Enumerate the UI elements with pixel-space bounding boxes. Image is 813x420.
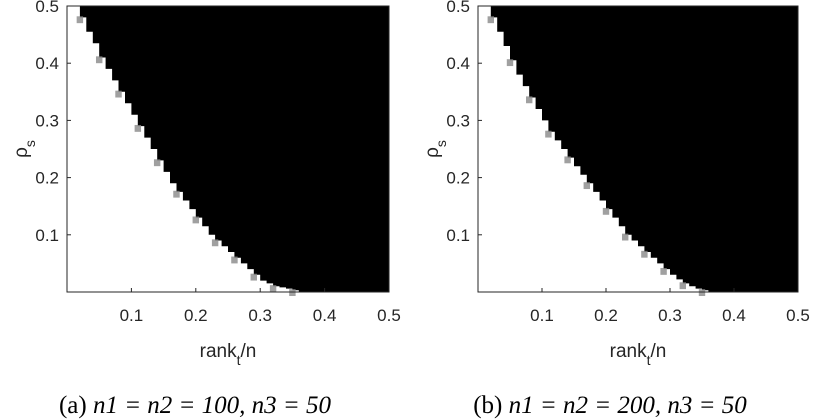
caption-b: (b) n1 = n2 = 200, n3 = 50: [473, 392, 747, 419]
transition-cell: [134, 124, 142, 132]
transition-cell: [622, 233, 629, 241]
x-tick-label: 0.5: [377, 306, 401, 325]
transition-cell: [76, 16, 84, 24]
transition-cell: [269, 285, 277, 292]
x-axis-label-b: rankt/n: [610, 341, 667, 368]
y-tick-label: 0.4: [446, 54, 470, 73]
transition-cell: [231, 256, 238, 264]
transition-cell: [487, 16, 494, 24]
transition-cell: [526, 96, 533, 104]
y-tick-label: 0.2: [35, 169, 59, 188]
transition-cell: [679, 282, 686, 290]
y-tick-label: 0.5: [35, 0, 59, 16]
x-tick-label: 0.1: [530, 306, 554, 325]
transition-cell: [173, 190, 180, 198]
x-ticks-a: 0.1 0.2 0.3 0.4 0.5: [120, 288, 401, 325]
failure-region: [484, 6, 798, 292]
transition-cell: [211, 239, 219, 247]
y-tick-label: 0.2: [446, 169, 470, 188]
x-tick-label: 0.5: [786, 306, 810, 325]
y-axis-label-a: ρs: [11, 140, 38, 158]
transition-cell: [583, 182, 590, 190]
y-ticks-a: 0.1 0.2 0.3 0.4 0.5: [35, 0, 71, 245]
transition-cell: [545, 130, 552, 138]
x-tick-label: 0.4: [722, 306, 746, 325]
x-tick-label: 0.3: [248, 306, 272, 325]
x-axis-label-a: rankt/n: [200, 341, 257, 368]
y-tick-label: 0.5: [446, 0, 470, 16]
y-axis-label-b: ρs: [422, 140, 449, 158]
y-tick-label: 0.4: [35, 54, 59, 73]
transition-cell: [153, 159, 161, 167]
transition-cell: [506, 59, 514, 67]
transition-cell: [289, 289, 296, 297]
transition-cell: [698, 289, 706, 297]
heatmap-a: [67, 6, 390, 297]
x-tick-label: 0.1: [120, 306, 144, 325]
transition-cell: [602, 207, 610, 215]
transition-cell: [95, 56, 103, 64]
transition-cell: [192, 216, 200, 224]
transition-cell: [250, 273, 257, 281]
panel-b: 0.1 0.2 0.3 0.4 0.5 0.10.20.30.40.5 rankt/n …: [422, 0, 810, 419]
panel-a: 0.1 0.2 0.3 0.4 0.5 0.10.20.30.40.5 rankt/n …: [11, 0, 401, 419]
x-tick-label: 0.2: [594, 306, 618, 325]
failure-region: [73, 6, 390, 292]
y-tick-label: 0.3: [35, 111, 59, 130]
y-tick-label: 0.1: [446, 226, 470, 245]
y-tick-label: 0.1: [35, 226, 59, 245]
y-ticks-b: 0.1 0.2 0.3 0.4 0.5: [446, 0, 482, 245]
transition-cell: [564, 156, 571, 164]
x-tick-label: 0.4: [313, 306, 337, 325]
x-tick-label: 0.3: [658, 306, 682, 325]
transition-cell: [641, 250, 648, 258]
x-tick-label: 0.2: [184, 306, 208, 325]
plot-frame-a: [66, 5, 390, 293]
transition-cell: [115, 90, 122, 98]
plot-frame-b: [477, 5, 799, 293]
x-ticks-b: 0.1 0.2 0.3 0.4 0.5: [530, 288, 810, 325]
transition-cell: [660, 267, 667, 275]
caption-a: (a) n1 = n2 = 100, n3 = 50: [59, 392, 332, 419]
y-tick-label: 0.3: [446, 111, 470, 130]
heatmap-b: [478, 6, 798, 297]
